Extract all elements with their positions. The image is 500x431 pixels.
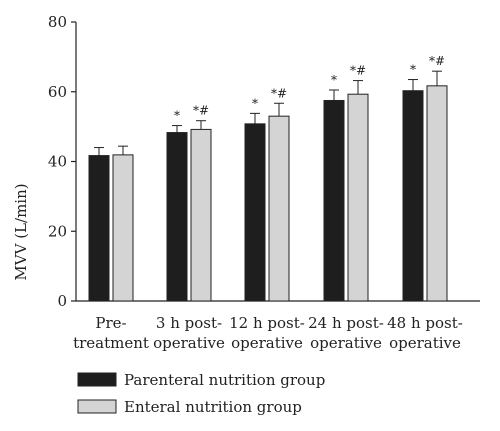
bar: [166, 132, 188, 302]
bar: [190, 128, 212, 302]
y-tick-label: 80: [48, 13, 67, 31]
category-label: 12 h post-: [229, 314, 305, 332]
bar: [88, 155, 110, 302]
legend-label: Parenteral nutrition group: [124, 371, 325, 389]
significance-marker: *: [331, 73, 337, 87]
bars: * * * * *# *# *# *#: [88, 54, 448, 302]
bar: [323, 99, 345, 302]
category-label: Pre-: [95, 314, 126, 332]
category-label: operative: [153, 334, 225, 352]
bar: [244, 123, 266, 302]
bar: [347, 93, 369, 302]
bar: [268, 115, 290, 302]
legend: Parenteral nutrition group Enteral nutrit…: [77, 371, 325, 416]
y-tick-label: 0: [57, 292, 67, 310]
y-tick-label: 40: [48, 153, 67, 171]
legend-label: Enteral nutrition group: [124, 398, 302, 416]
y-tick-label: 20: [48, 222, 67, 240]
significance-marker: *: [174, 109, 180, 123]
category-label: 24 h post-: [308, 314, 384, 332]
significance-marker: *#: [271, 86, 287, 100]
category-label: operative: [310, 334, 382, 352]
axes: 0 20 40 60 80: [48, 13, 480, 310]
legend-swatch: [77, 399, 117, 414]
significance-marker: *#: [193, 104, 209, 118]
category-label: 3 h post-: [156, 314, 222, 332]
category-label: treatment: [73, 334, 149, 352]
category-label: 48 h post-: [387, 314, 463, 332]
significance-marker: *#: [350, 64, 366, 78]
significance-marker: *: [410, 63, 416, 77]
bar: [402, 90, 424, 302]
category-label: operative: [389, 334, 461, 352]
significance-marker: *#: [429, 54, 445, 68]
y-axis-label: MVV (L/min): [12, 183, 30, 280]
bar: [112, 154, 134, 302]
significance-marker: *: [252, 96, 258, 110]
legend-swatch: [77, 372, 117, 387]
category-label: operative: [231, 334, 303, 352]
bar: [426, 85, 448, 302]
y-tick-label: 60: [48, 83, 67, 101]
